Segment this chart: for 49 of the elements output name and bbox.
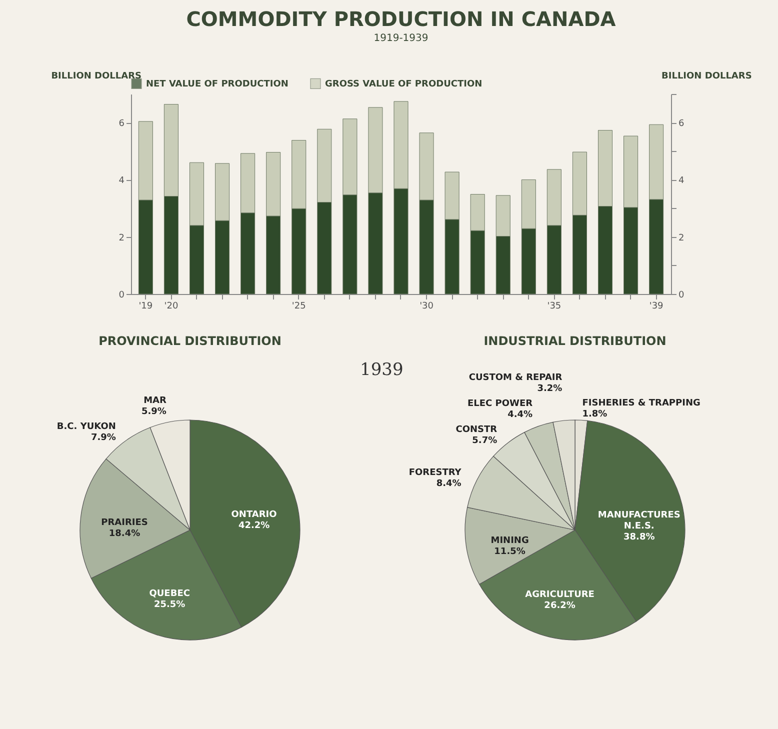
- data-label: 5.9%: [141, 407, 166, 418]
- slice-label: CUSTOM & REPAIR: [468, 372, 562, 383]
- slice-label: MINING: [490, 536, 529, 546]
- y-tick-label: 6: [118, 119, 125, 130]
- x-tick-label: '25: [292, 302, 306, 312]
- data-label: 38.8%: [624, 532, 655, 542]
- slice-label: AGRICULTURE: [525, 590, 594, 600]
- data-label: 3.2%: [537, 384, 562, 394]
- data-label: 5.7%: [472, 436, 498, 446]
- slice-label: QUEBEC: [149, 588, 190, 599]
- legend-label: NET VALUE OF PRODUCTION: [146, 80, 288, 90]
- data-label: 25.5%: [154, 600, 186, 610]
- data-label: 1.8%: [582, 410, 608, 420]
- y2-tick-label: 4: [678, 176, 684, 186]
- slice-label: B.C. YUKON: [56, 422, 116, 432]
- slice-label: CONSTR: [456, 424, 498, 435]
- data-label: 4.4%: [508, 410, 533, 420]
- y2-tick-label: 0: [678, 290, 684, 300]
- slice-label: PRAIRIES: [101, 518, 148, 528]
- chart-title: COMMODITY PRODUCTION IN CANADA: [186, 7, 616, 31]
- text: 1939: [360, 360, 404, 380]
- x-tick-label: '20: [164, 302, 178, 312]
- slice-label: MANUFACTURES N.E.S.: [598, 510, 680, 532]
- chart-subtitle: 1919-1939: [374, 33, 428, 44]
- y2-axis-title: BILLION DOLLARS: [662, 72, 752, 82]
- y2-tick-label: 2: [678, 233, 684, 244]
- y-tick-label: 4: [118, 176, 125, 186]
- y-tick-label: 2: [118, 233, 124, 244]
- slice-label: ELEC POWER: [468, 398, 533, 409]
- slice-label: FORESTRY: [408, 468, 462, 478]
- x-tick-label: '30: [420, 302, 434, 312]
- x-tick-label: '39: [649, 302, 664, 312]
- y-axis-title: BILLION DOLLARS: [51, 72, 142, 82]
- y-tick-label: 0: [118, 290, 125, 300]
- data-label: 7.9%: [90, 433, 116, 444]
- data-label: 18.4%: [108, 528, 140, 539]
- data-label: 11.5%: [494, 547, 526, 558]
- slice-label: FISHERIES & TRAPPING: [582, 398, 700, 409]
- slice-label: ONTARIO: [231, 510, 278, 520]
- data-label: 42.2%: [238, 521, 270, 532]
- x-tick-label: '35: [547, 302, 562, 312]
- x-tick-label: '19: [138, 302, 153, 312]
- slice-label: MAR: [144, 396, 167, 406]
- legend-label: GROSS VALUE OF PRODUCTION: [325, 80, 482, 90]
- chart-title: INDUSTRIAL DISTRIBUTION: [484, 334, 666, 348]
- data-label: 26.2%: [544, 601, 576, 612]
- data-label: 8.4%: [436, 479, 462, 490]
- chart-title: PROVINCIAL DISTRIBUTION: [98, 334, 282, 348]
- y2-tick-label: 6: [678, 119, 684, 130]
